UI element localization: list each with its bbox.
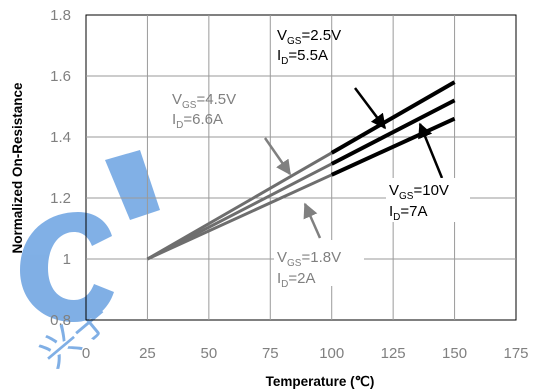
x-tick-label-7: 175 [503, 345, 528, 362]
annotation-3-line1: VGS=10V [389, 182, 449, 202]
y-tick-label-0: 0.8 [50, 312, 71, 329]
plot-frame [85, 14, 517, 321]
y-tick-label-5: 1.8 [50, 7, 71, 24]
x-tick-label-6: 150 [442, 345, 467, 362]
x-tick-labels: 0 25 50 75 100 125 150 175 [82, 345, 529, 362]
annotation-arrow-4 [303, 202, 322, 239]
annotation-arrow-2 [263, 137, 292, 176]
x-tick-label-1: 25 [139, 345, 156, 362]
watermark: 兴子 [20, 150, 160, 376]
annotation-3: VGS=10V ID=7A [386, 178, 470, 223]
annotation-1-line2: ID=5.5A [277, 47, 328, 67]
series-2-line-low [146, 162, 333, 261]
plot-area [85, 14, 517, 321]
series-2-line-high [330, 98, 456, 166]
annotation-1: VGS=2.5V ID=5.5A [277, 27, 341, 67]
annotation-4-line2: ID=2A [277, 270, 316, 290]
series-3-line-high [330, 116, 456, 177]
x-tick-label-4: 100 [319, 345, 344, 362]
annotation-2: VGS=4.5V ID=6.6A [172, 91, 236, 131]
annotation-arrows [263, 87, 444, 239]
annotation-arrow-1 [354, 87, 386, 130]
series-1-line-low [146, 151, 333, 261]
series-1-line-high [330, 80, 456, 155]
annotation-arrow-3 [418, 122, 444, 179]
annotation-3-line2: ID=7A [389, 203, 428, 223]
annotation-4-line1: VGS=1.8V [277, 249, 341, 269]
annotation-2-line1: VGS=4.5V [172, 91, 236, 111]
y-axis-title: Normalized On-Resistance [10, 82, 25, 254]
x-tick-label-2: 50 [201, 345, 218, 362]
y-tick-label-2: 1.2 [50, 190, 71, 207]
annotation-4-bg [274, 240, 364, 286]
y-tick-labels: 0.8 1 1.2 1.4 1.6 1.8 [50, 7, 71, 329]
annotation-4: VGS=1.8V ID=2A [274, 240, 364, 290]
series-group [146, 80, 456, 261]
annotation-3-bg [386, 178, 470, 222]
x-axis-title: Temperature (℃) [266, 374, 375, 389]
x-tick-label-5: 125 [381, 345, 406, 362]
series-3-line-low [146, 173, 333, 261]
x-tick-label-3: 75 [262, 345, 279, 362]
annotation-1-line1: VGS=2.5V [277, 27, 341, 47]
watermark-logo [20, 150, 160, 322]
y-tick-label-4: 1.6 [50, 68, 71, 85]
y-tick-label-1: 1 [63, 251, 71, 268]
y-tick-label-3: 1.4 [50, 129, 71, 146]
annotation-2-line2: ID=6.6A [172, 111, 223, 131]
x-tick-label-0: 0 [82, 345, 90, 362]
